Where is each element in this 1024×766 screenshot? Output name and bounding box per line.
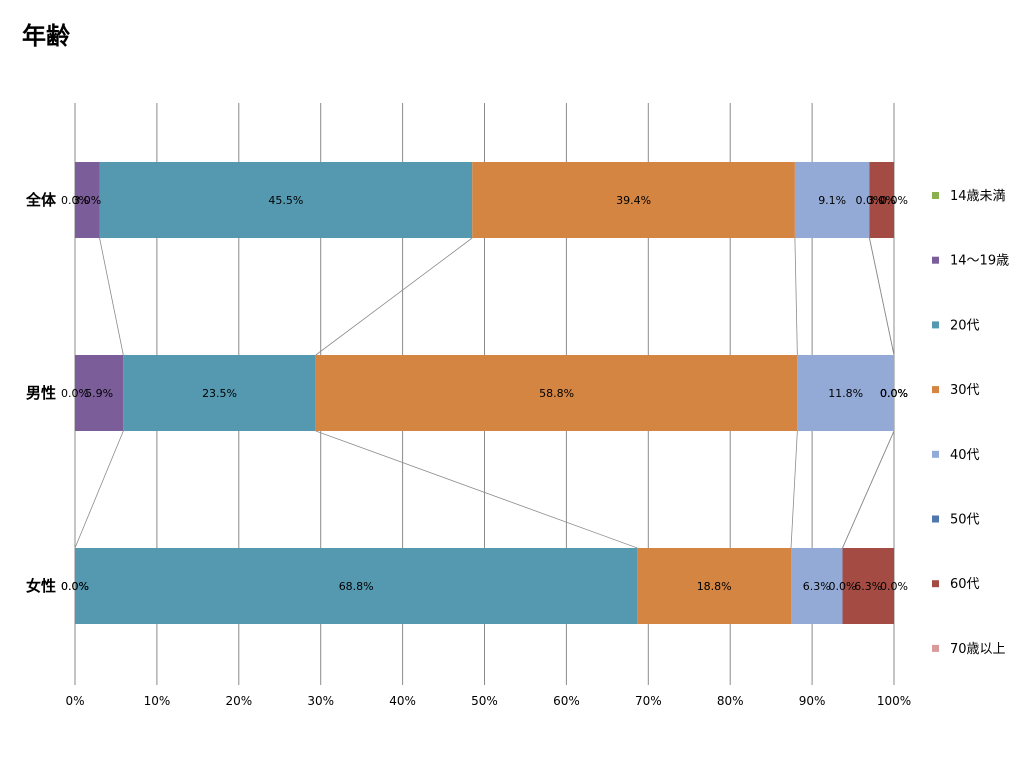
x-tick-label: 50% bbox=[471, 694, 498, 708]
data-label: 58.8% bbox=[539, 387, 574, 400]
bar-segment bbox=[797, 355, 894, 431]
legend-swatch bbox=[932, 580, 939, 588]
series-line bbox=[99, 237, 124, 356]
data-label: 0.0% bbox=[855, 194, 883, 207]
x-tick-label: 30% bbox=[307, 694, 334, 708]
x-tick-label: 70% bbox=[635, 694, 662, 708]
bar-segment bbox=[75, 548, 638, 624]
series-line bbox=[794, 237, 798, 356]
x-tick-label: 40% bbox=[389, 694, 416, 708]
x-tick-label: 20% bbox=[225, 694, 252, 708]
bar-segment bbox=[75, 162, 100, 238]
data-label: 0.0% bbox=[829, 580, 857, 593]
legend-swatch bbox=[932, 256, 939, 264]
data-label: 6.3% bbox=[803, 580, 831, 593]
x-tick-label: 10% bbox=[144, 694, 171, 708]
series-line bbox=[842, 430, 895, 549]
legend-label: 30代 bbox=[950, 383, 980, 398]
category-label: 男性 bbox=[26, 384, 56, 402]
chart-title: 年齢 bbox=[22, 22, 70, 50]
bar-segment bbox=[637, 548, 792, 624]
legend-swatch bbox=[932, 386, 939, 394]
category-label: 全体 bbox=[25, 191, 57, 209]
data-label: 0.0% bbox=[880, 387, 908, 400]
data-label: 0.0% bbox=[61, 387, 89, 400]
bar-segment bbox=[472, 162, 795, 238]
bar-segment bbox=[123, 355, 316, 431]
category-label: 女性 bbox=[26, 577, 56, 595]
data-label: 5.9% bbox=[85, 387, 113, 400]
legend-label: 14歳未満 bbox=[950, 189, 1006, 204]
series-line bbox=[74, 430, 124, 549]
data-label: 3.0% bbox=[73, 194, 101, 207]
legend-label: 70歳以上 bbox=[950, 642, 1006, 657]
data-label: 9.1% bbox=[818, 194, 846, 207]
data-label: 0.0% bbox=[880, 194, 908, 207]
x-axis-tick-labels: 0% 10% 20% 30% 40% 50% 60% 70% 80% 90% 100% bbox=[65, 694, 911, 708]
x-tick-label: 100% bbox=[877, 694, 911, 708]
data-label: 68.8% bbox=[339, 580, 374, 593]
bar-segments bbox=[75, 162, 894, 624]
legend-swatch bbox=[932, 515, 939, 523]
data-label: 39.4% bbox=[616, 194, 651, 207]
legend-label: 50代 bbox=[950, 513, 980, 528]
series-line bbox=[315, 237, 473, 356]
legend-label: 20代 bbox=[950, 318, 980, 333]
data-label: 0.0% bbox=[61, 194, 89, 207]
data-label: 0.0% bbox=[61, 580, 89, 593]
x-tick-label: 60% bbox=[553, 694, 580, 708]
bar-segment bbox=[315, 355, 798, 431]
data-label: 3.0% bbox=[868, 194, 896, 207]
legend: 14歳未満 14〜19歳 20代 30代 40代 50代 60代 70歳以上 bbox=[932, 189, 1009, 657]
bar-segment bbox=[791, 548, 843, 624]
legend-swatch bbox=[932, 192, 939, 199]
legend-swatch bbox=[932, 321, 939, 329]
series-line bbox=[315, 430, 638, 549]
series-line bbox=[790, 430, 798, 549]
data-label: 6.3% bbox=[854, 580, 882, 593]
data-label: 0.0% bbox=[880, 387, 908, 400]
data-label: 18.8% bbox=[697, 580, 732, 593]
legend-label: 40代 bbox=[950, 448, 980, 463]
series-connector-lines bbox=[74, 237, 895, 549]
legend-swatch bbox=[932, 644, 939, 652]
x-tick-label: 0% bbox=[65, 694, 84, 708]
x-tick-label: 80% bbox=[717, 694, 744, 708]
data-labels: 0.0%3.0% 45.5% 39.4% 9.1% 0.0%3.0%0.0%0.0%5.… bbox=[61, 194, 908, 593]
series-line bbox=[869, 237, 895, 356]
bar-segment bbox=[794, 162, 870, 238]
data-label: 0.0% bbox=[61, 580, 89, 593]
legend-label: 60代 bbox=[950, 577, 980, 592]
bar-segment bbox=[869, 162, 894, 238]
legend-swatch bbox=[932, 450, 939, 458]
data-label: 23.5% bbox=[202, 387, 237, 400]
bar-segment bbox=[99, 162, 473, 238]
data-label: 45.5% bbox=[268, 194, 303, 207]
data-label: 0.0% bbox=[880, 387, 908, 400]
x-tick-label: 90% bbox=[799, 694, 826, 708]
data-label: 0.0% bbox=[880, 580, 908, 593]
data-label: 11.8% bbox=[828, 387, 863, 400]
bar-segment bbox=[75, 355, 124, 431]
legend-label: 14〜19歳 bbox=[950, 254, 1009, 269]
bar-segment bbox=[842, 548, 894, 624]
